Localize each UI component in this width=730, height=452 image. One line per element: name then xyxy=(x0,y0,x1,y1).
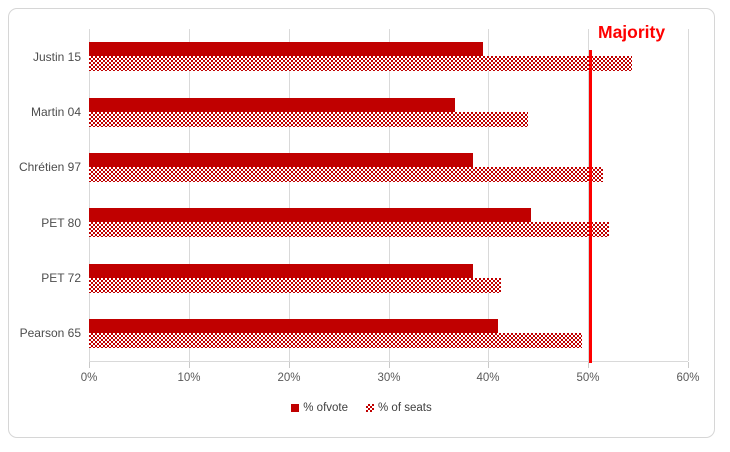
x-axis-tick-label: 60% xyxy=(676,372,700,384)
vote-bar xyxy=(89,152,474,167)
gridline-0 xyxy=(89,29,90,361)
plot-area: Majority 0% 10% 20% 30% 40% 50% 60% Justin 15 Ma… xyxy=(19,22,700,384)
gridline-30 xyxy=(389,29,390,361)
gridline-40 xyxy=(488,29,489,361)
x-axis-tick xyxy=(688,362,689,368)
gridline-20 xyxy=(289,29,290,361)
x-axis-tick xyxy=(89,362,90,368)
x-axis-tick-label: 50% xyxy=(576,372,600,384)
seats-bar xyxy=(89,277,502,293)
vote-bar xyxy=(89,318,499,333)
x-axis-line xyxy=(89,361,688,362)
legend-item-seats: % of seats xyxy=(366,402,432,414)
x-axis-tick xyxy=(588,362,589,368)
gridline-60 xyxy=(688,29,689,361)
majority-threshold-line xyxy=(589,50,592,363)
category-label: Pearson 65 xyxy=(19,326,81,341)
x-axis-tick xyxy=(389,362,390,368)
gridline-50 xyxy=(588,29,589,361)
vote-series-swatch-icon xyxy=(291,404,300,412)
x-axis-tick-label: 20% xyxy=(277,372,301,384)
seats-bar xyxy=(89,166,604,182)
x-axis-tick-label: 40% xyxy=(476,372,500,384)
category-label: Chrétien 97 xyxy=(18,160,81,175)
category-label: PET 72 xyxy=(41,270,81,285)
category-label: Martin 04 xyxy=(30,104,81,119)
x-axis-tick xyxy=(289,362,290,368)
x-axis-tick-label: 0% xyxy=(80,372,98,384)
legend-item-vote: % ofvote xyxy=(291,402,348,414)
chart-legend: % ofvote % of seats xyxy=(9,400,714,416)
x-axis-tick-label: 30% xyxy=(377,372,401,384)
category-label: Justin 15 xyxy=(32,49,81,64)
majority-label: Majority xyxy=(598,22,666,42)
chart-area: Majority 0% 10% 20% 30% 40% 50% 60% Justin 15 Ma… xyxy=(8,8,715,438)
vote-bar xyxy=(89,97,456,112)
vote-bar xyxy=(89,263,474,278)
x-axis-tick xyxy=(189,362,190,368)
seats-series-swatch-icon xyxy=(366,404,375,412)
legend-label-vote: % ofvote xyxy=(303,402,349,414)
seats-bar xyxy=(89,222,610,238)
legend-label-seats: % of seats xyxy=(378,402,432,414)
x-axis-tick-label: 10% xyxy=(177,372,201,384)
vote-bar xyxy=(89,42,484,57)
seats-bar xyxy=(89,332,583,348)
x-axis-tick xyxy=(488,362,489,368)
seats-bar xyxy=(89,56,633,72)
gridline-10 xyxy=(189,29,190,361)
seats-bar xyxy=(89,111,529,127)
vote-bar xyxy=(89,208,532,223)
category-label: PET 80 xyxy=(41,215,81,230)
